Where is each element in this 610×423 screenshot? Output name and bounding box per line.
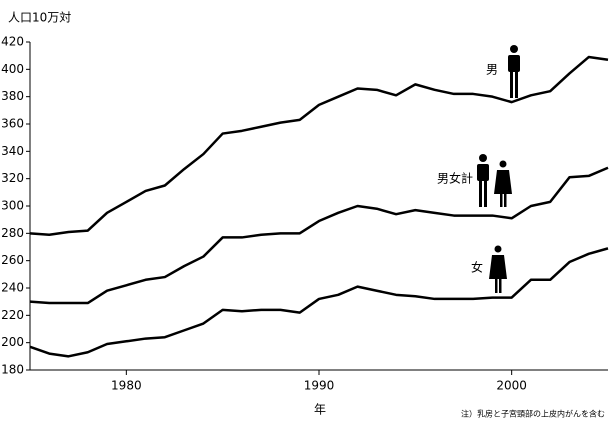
line	[29, 55, 609, 236]
series-label: 女	[471, 260, 483, 275]
y-tick-label: 360	[1, 117, 24, 131]
line	[29, 247, 609, 358]
series-label: 男	[486, 63, 498, 77]
y-tick-label: 180	[1, 363, 24, 377]
y-tick-label: 280	[1, 226, 24, 240]
y-tick-label: 220	[1, 308, 24, 322]
x-axis-label: 年	[314, 403, 326, 417]
series-label: 男女計	[437, 171, 473, 186]
y-axis-label: 人口10万対	[8, 11, 71, 25]
y-tick-label: 320	[1, 171, 24, 185]
y-tick-label: 420	[1, 35, 24, 49]
x-tick-label: 2000	[496, 379, 527, 393]
y-tick-label: 240	[1, 281, 24, 295]
icons	[477, 45, 520, 293]
y-tick-label: 260	[1, 253, 24, 267]
y-tick-label: 200	[1, 335, 24, 349]
y-tick-label: 380	[1, 89, 24, 103]
footnote: 注）乳房と子宮頸部の上皮内がんを含む	[461, 409, 605, 419]
x-tick-label: 1980	[111, 379, 142, 393]
y-tick-label: 300	[1, 199, 24, 213]
line	[29, 166, 609, 305]
y-tick-label: 400	[1, 62, 24, 76]
y-tick-label: 340	[1, 144, 24, 158]
x-tick-label: 1990	[304, 379, 335, 393]
